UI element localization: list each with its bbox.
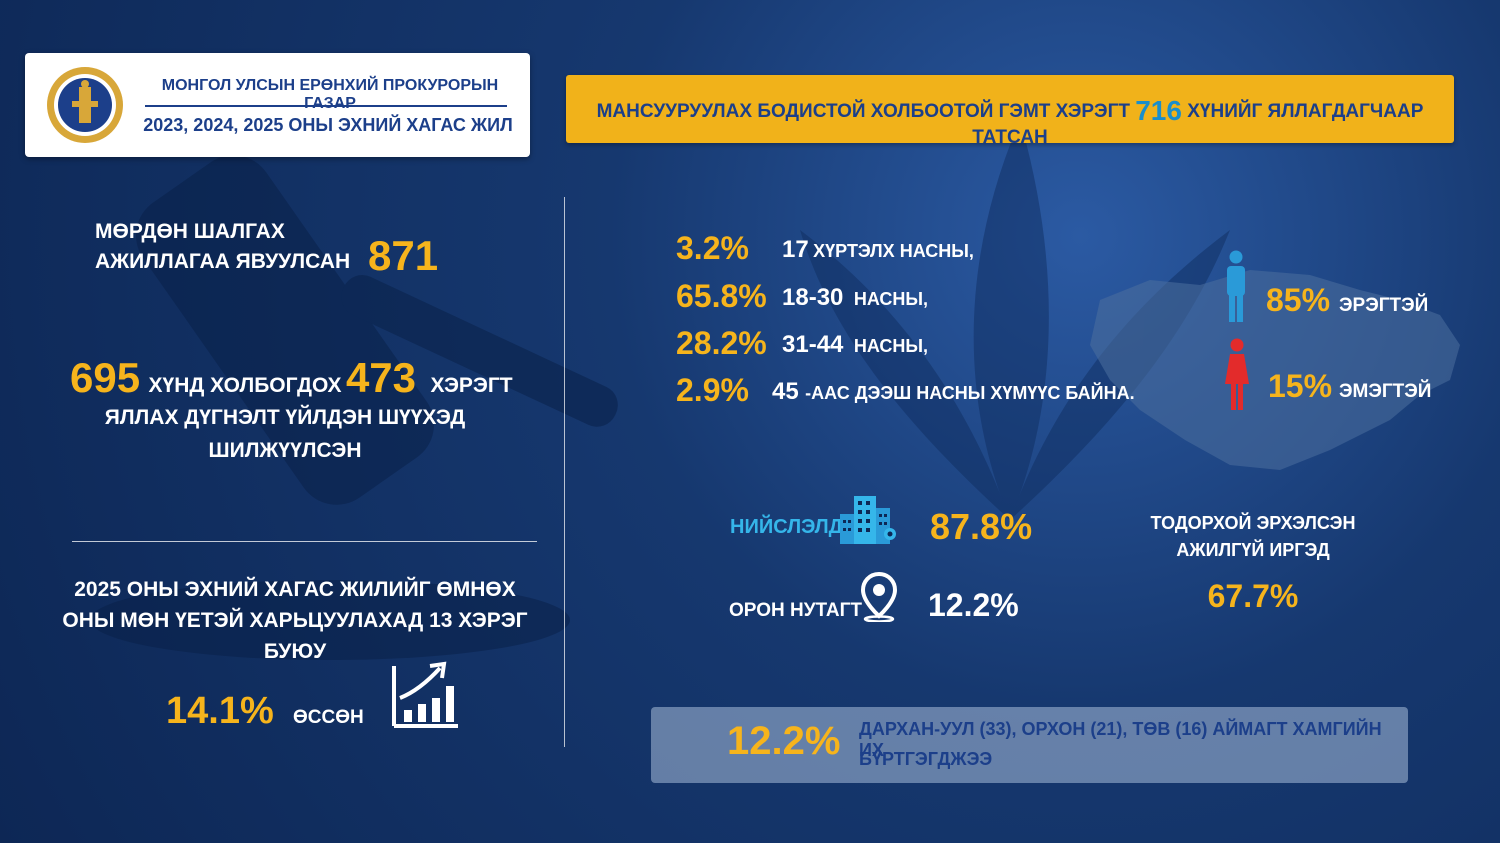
location-pin-icon — [860, 572, 898, 622]
age-text: ХҮРТЭЛХ НАСНЫ, — [813, 241, 974, 261]
age-pct: 3.2% — [676, 230, 749, 266]
male-label: ЭРЭГТЭЙ — [1339, 295, 1429, 316]
capital-label: НИЙСЛЭЛД — [730, 516, 843, 538]
unemployed-line2: АЖИЛГҮЙ ИРГЭД — [1176, 540, 1330, 560]
capital-percent: 87.8% — [930, 506, 1033, 547]
prosecution-line3: ШИЛЖҮҮЛСЭН — [208, 439, 362, 462]
unemployed-percent: 67.7% — [1207, 578, 1299, 614]
banner-text-before: МАНСУУРУУЛАХ БОДИСТОЙ ХОЛБООТОЙ ГЭМТ ХЭР… — [596, 101, 1130, 122]
rural-label: ОРОН НУТАГТ — [729, 600, 863, 621]
header-card: МОНГОЛ УЛСЫН ЕРӨНХИЙ ПРОКУРОРЫН ГАЗАР 20… — [25, 53, 530, 157]
banner-text-after: ХҮНИЙГ ЯЛЛАГДАГЧААР ТАТСАН — [972, 101, 1424, 148]
comparison-label: ӨССӨН — [293, 707, 364, 728]
provinces-line2: БҮРТГЭГДЖЭЭ — [859, 749, 993, 769]
age-text: -ААС ДЭЭШ НАСНЫ ХҮМҮҮС БАЙНА. — [805, 383, 1135, 403]
banner-text: МАНСУУРУУЛАХ БОДИСТОЙ ХОЛБООТОЙ ГЭМТ ХЭР… — [566, 95, 1454, 149]
male-figure-icon — [1227, 250, 1245, 322]
investigation-count: 871 — [368, 232, 439, 279]
age-num: 45 — [772, 378, 799, 405]
prosecution-line2: ЯЛЛАХ ДҮГНЭЛТ ҮЙЛДЭН ШҮҮХЭД — [104, 406, 466, 429]
age-pct: 2.9% — [676, 372, 749, 408]
comparison-line3: БУЮУ — [263, 640, 327, 663]
age-text: НАСНЫ, — [853, 289, 929, 309]
left-horizontal-divider — [72, 541, 537, 542]
prosecution-line1: 695 ХҮНД ХОЛБОГДОХ 473 ХЭРЭГТ — [70, 354, 530, 402]
investigation-line1: МӨРДӨН ШАЛГАХ — [95, 220, 285, 243]
headline-banner: МАНСУУРУУЛАХ БОДИСТОЙ ХОЛБООТОЙ ГЭМТ ХЭР… — [566, 75, 1454, 148]
age-text: НАСНЫ, — [853, 336, 929, 356]
header-divider — [145, 105, 507, 107]
age-label: 31-44 НАСНЫ, — [782, 331, 928, 359]
female-figure-icon — [1225, 338, 1249, 410]
prosecution-text-b: ХЭРЭГТ — [430, 374, 513, 397]
provinces-line1: ДАРХАН-УУЛ (33), ОРХОН (21), ТӨВ (16) АЙ… — [859, 719, 1382, 760]
provinces-percent: 12.2% — [727, 719, 841, 763]
age-num: 31-44 — [782, 331, 844, 358]
age-label: 17 ХҮРТЭЛХ НАСНЫ, — [782, 236, 974, 264]
mongolia-map — [1090, 270, 1460, 470]
comparison-line2: ОНЫ МӨН ҮЕТЭЙ ХАРЬЦУУЛАХАД 13 ХЭРЭГ — [62, 609, 528, 632]
rural-percent: 12.2% — [928, 587, 1019, 623]
comparison-percent: 14.1% — [166, 690, 274, 732]
unemployed-line1: ТОДОРХОЙ ЭРХЭЛСЭН — [1150, 513, 1356, 533]
age-label: 45 -ААС ДЭЭШ НАСНЫ ХҮМҮҮС БАЙНА. — [772, 378, 1135, 406]
age-num: 18-30 — [782, 284, 844, 311]
org-name: МОНГОЛ УЛСЫН ЕРӨНХИЙ ПРОКУРОРЫН ГАЗАР — [161, 77, 499, 112]
female-percent: 15% — [1268, 368, 1333, 404]
investigation-line2: АЖИЛЛАГАА ЯВУУЛСАН — [95, 250, 351, 273]
age-num: 17 — [782, 236, 809, 263]
age-pct: 65.8% — [676, 278, 767, 314]
provinces-box: 12.2% ДАРХАН-УУЛ (33), ОРХОН (21), ТӨВ (… — [651, 707, 1408, 783]
prosecution-cases: 473 — [345, 354, 417, 401]
prosecution-text-a: ХҮНД ХОЛБОГДОХ — [148, 374, 342, 397]
city-buildings-icon — [840, 496, 896, 544]
age-pct: 28.2% — [676, 325, 767, 361]
comparison-line1: 2025 ОНЫ ЭХНИЙ ХАГАС ЖИЛИЙГ ӨМНӨХ — [74, 578, 516, 601]
female-label: ЭМЭГТЭЙ — [1339, 381, 1432, 402]
period-title: 2023, 2024, 2025 ОНЫ ЭХНИЙ ХАГАС ЖИЛ — [143, 115, 513, 135]
growth-chart-icon — [392, 661, 458, 728]
prosecutor-emblem-icon — [47, 67, 123, 143]
male-percent: 85% — [1266, 282, 1331, 318]
center-vertical-divider — [564, 197, 565, 747]
banner-number: 716 — [1135, 95, 1182, 126]
prosecution-persons: 695 — [70, 354, 141, 401]
age-label: 18-30 НАСНЫ, — [782, 284, 928, 312]
gavel-silhouette — [90, 155, 618, 660]
